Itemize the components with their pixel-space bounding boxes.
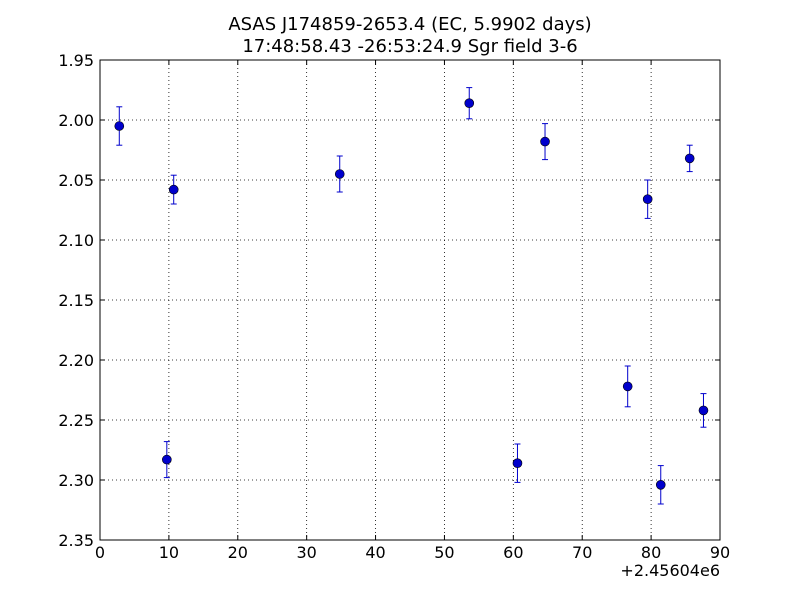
chart-title-line2: 17:48:58.43 -26:53:24.9 Sgr field 3-6	[242, 36, 577, 57]
y-tick-label: 2.35	[58, 531, 94, 550]
y-tick-label: 2.00	[58, 111, 94, 130]
x-tick-label: 30	[296, 543, 316, 562]
x-tick-label: 10	[159, 543, 179, 562]
data-point	[642, 194, 653, 204]
x-axis-offset-label: +2.45604e6	[620, 561, 720, 580]
x-tick-label: 80	[641, 543, 661, 562]
data-point	[655, 479, 666, 490]
data-point	[540, 136, 550, 147]
y-tick-label: 2.30	[58, 471, 94, 490]
y-tick-label: 2.25	[58, 411, 94, 430]
data-points	[114, 98, 709, 490]
data-point	[684, 153, 695, 164]
data-point	[622, 381, 633, 392]
x-tick-label: 90	[710, 543, 730, 562]
data-point	[464, 98, 475, 108]
x-tick-label: 0	[95, 543, 105, 562]
y-tick-label: 2.20	[58, 351, 94, 370]
x-tick-label: 60	[503, 543, 523, 562]
y-tick-label: 1.95	[58, 51, 94, 70]
axis-ticks: 0 10 20 30 40 50 60 70 80 90 1.95 2.00 2.05 2.10 2.15 2…	[58, 51, 730, 562]
x-tick-label: 70	[572, 543, 592, 562]
x-tick-label: 40	[365, 543, 385, 562]
grid-lines	[100, 60, 720, 540]
y-tick-label: 2.05	[58, 171, 94, 190]
y-tick-label: 2.10	[58, 231, 94, 250]
data-point	[512, 458, 523, 469]
data-point	[334, 169, 345, 179]
y-tick-label: 2.15	[58, 291, 94, 310]
x-tick-label: 20	[228, 543, 248, 562]
data-point	[698, 405, 709, 416]
chart-title-line1: ASAS J174859-2653.4 (EC, 5.9902 days)	[228, 14, 591, 35]
data-point	[168, 184, 179, 195]
data-point	[162, 454, 172, 465]
x-tick-label: 50	[434, 543, 454, 562]
data-point	[114, 121, 125, 131]
